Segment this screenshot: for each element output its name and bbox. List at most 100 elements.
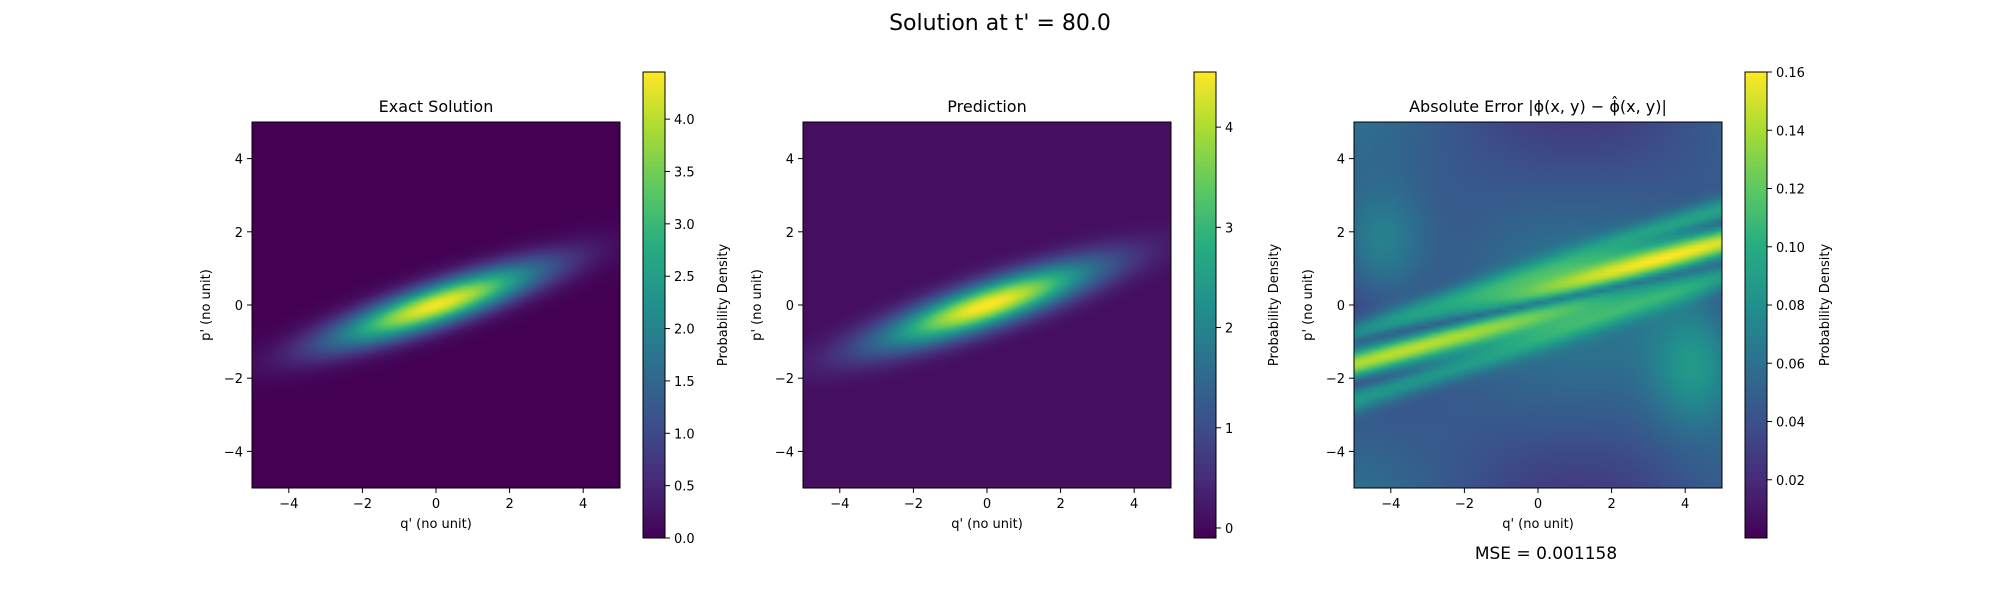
x-tick-label: −4 — [1381, 497, 1400, 512]
colorbar-segment — [643, 533, 665, 539]
colorbar-segment — [1745, 327, 1767, 333]
colorbar-segment — [643, 168, 665, 174]
colorbar-segment — [1194, 156, 1216, 162]
colorbar-segment — [643, 463, 665, 469]
colorbar-segment — [643, 494, 665, 500]
colorbar-tick-label: 0.12 — [1776, 183, 1805, 198]
colorbar-segment — [1745, 110, 1767, 116]
colorbar-segment — [1194, 125, 1216, 131]
colorbar-segment — [643, 386, 665, 391]
colorbar-segment — [1194, 242, 1216, 248]
colorbar-segment — [1194, 514, 1216, 520]
colorbar-segment — [1745, 354, 1767, 360]
colorbar-segment — [1745, 494, 1767, 500]
colorbar-segment — [1194, 483, 1216, 489]
colorbar-segment — [1194, 518, 1216, 523]
colorbar-segment — [1745, 230, 1767, 236]
colorbar-segment — [1745, 242, 1767, 248]
colorbar-label: Probability Density — [1267, 244, 1282, 367]
colorbar-segment — [643, 199, 665, 205]
colorbar-segment — [1194, 300, 1216, 306]
colorbar-segment — [643, 203, 665, 209]
colorbar-segment — [1194, 164, 1216, 170]
colorbar-segment — [1745, 222, 1767, 228]
colorbar-segment — [1194, 234, 1216, 240]
colorbar-segment — [1194, 354, 1216, 360]
colorbar-segment — [1745, 518, 1767, 523]
colorbar-segment — [1194, 238, 1216, 244]
colorbar-segment — [1194, 487, 1216, 492]
y-tick-label: 4 — [1337, 153, 1345, 168]
colorbar-segment — [1745, 401, 1767, 407]
colorbar-tick-label: 2.0 — [674, 323, 695, 338]
colorbar-segment — [1194, 455, 1216, 461]
x-tick-label: 4 — [1681, 497, 1689, 512]
colorbar-segment — [1194, 199, 1216, 205]
colorbar-segment — [643, 327, 665, 333]
colorbar-segment — [643, 184, 665, 189]
colorbar-segment — [1194, 386, 1216, 391]
heatmap-image — [1354, 122, 1722, 488]
colorbar-segment — [643, 254, 665, 259]
colorbar-segment — [643, 428, 665, 434]
colorbar-segment — [643, 479, 665, 485]
colorbar-segment — [643, 358, 665, 364]
colorbar-segment — [643, 389, 665, 395]
colorbar-segment — [1194, 71, 1216, 77]
colorbar-segment — [643, 413, 665, 419]
colorbar-segment — [643, 436, 665, 442]
colorbar-segment — [643, 153, 665, 158]
colorbar-segment — [1745, 409, 1767, 415]
colorbar-segment — [1194, 506, 1216, 512]
colorbar-segment — [1745, 393, 1767, 399]
colorbar-segment — [643, 250, 665, 256]
x-tick-label: −2 — [353, 497, 372, 512]
colorbar-segment — [1194, 510, 1216, 516]
y-axis-label: p' (no unit) — [750, 269, 765, 341]
colorbar-segment — [1745, 320, 1767, 325]
colorbar-segment — [643, 238, 665, 244]
colorbar-segment — [1745, 75, 1767, 81]
colorbar-segment — [643, 277, 665, 283]
colorbar-segment — [1745, 79, 1767, 85]
colorbar-segment — [643, 246, 665, 252]
colorbar-segment — [643, 335, 665, 341]
colorbar-segment — [1194, 479, 1216, 485]
colorbar-segment — [1745, 323, 1767, 329]
colorbar-segment — [1745, 370, 1767, 376]
colorbar-segment — [1745, 129, 1767, 135]
colorbar-segment — [1745, 141, 1767, 147]
colorbar-segment — [1745, 207, 1767, 213]
colorbar-segment — [1745, 413, 1767, 419]
colorbar-segment — [643, 300, 665, 306]
colorbar-frame — [1193, 71, 1217, 539]
colorbar-segment — [1745, 133, 1767, 139]
colorbar-tick-label: 2 — [1225, 322, 1233, 337]
colorbar-segment — [1194, 428, 1216, 434]
colorbar-segment — [1194, 269, 1216, 275]
colorbar-tick-label: 0.10 — [1776, 241, 1805, 256]
colorbar-tick-label: 3.5 — [674, 165, 695, 180]
colorbar-segment — [643, 79, 665, 85]
colorbar-segment — [1194, 529, 1216, 535]
colorbar-segment — [1745, 160, 1767, 166]
mse-label: MSE = 0.001158 — [1475, 544, 1617, 564]
colorbar-segment — [643, 417, 665, 422]
colorbar-segment — [643, 362, 665, 368]
colorbar-segment — [1745, 525, 1767, 531]
colorbar-segment — [643, 374, 665, 380]
colorbar-segment — [643, 156, 665, 162]
colorbar-segment — [1194, 498, 1216, 504]
x-tick-label: 0 — [1534, 497, 1542, 512]
colorbar-segment — [643, 502, 665, 508]
colorbar-segment — [1194, 90, 1216, 96]
colorbar-segment — [1194, 211, 1216, 217]
colorbar-segment — [643, 265, 665, 271]
colorbar-segment — [1745, 498, 1767, 504]
colorbar-segment — [1194, 257, 1216, 263]
colorbar-segment — [1745, 180, 1767, 186]
colorbar-segment — [1745, 436, 1767, 442]
colorbar-segment — [1194, 79, 1216, 85]
y-tick-label: −4 — [1326, 445, 1345, 460]
